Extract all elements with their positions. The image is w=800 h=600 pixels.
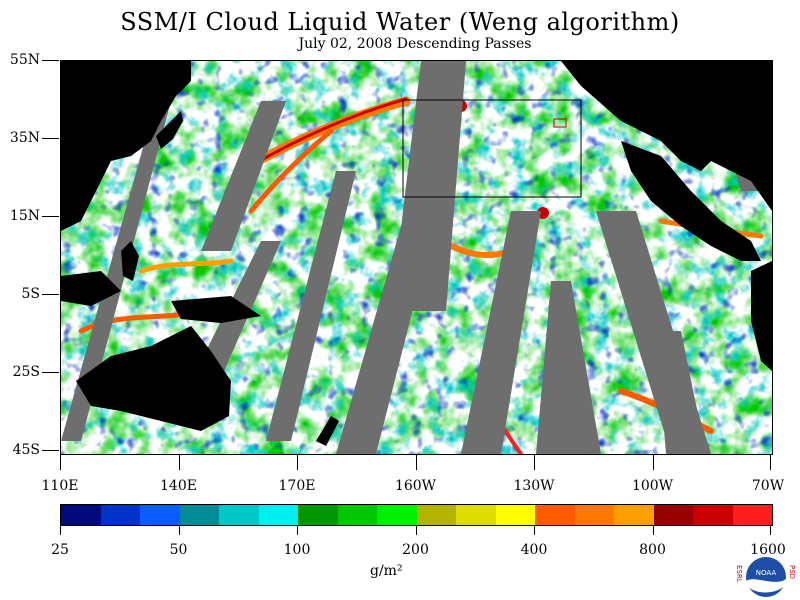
latitude-label: 35N (9, 130, 40, 146)
colorbar-swatch (258, 505, 298, 525)
latitude-label: 15N (9, 208, 40, 224)
colorbar-tick (415, 525, 417, 535)
colorbar-tick (652, 525, 654, 535)
latitude-label: 25S (12, 364, 40, 380)
colorbar-swatch (179, 505, 219, 525)
colorbar-swatch (693, 505, 733, 525)
longitude-label: 110E (41, 478, 79, 494)
colorbar-label: 25 (51, 542, 69, 558)
longitude-tick (297, 454, 298, 470)
logo-right-text: PSD (788, 565, 796, 579)
units-label: g/m² (370, 563, 403, 579)
colorbar-label: 50 (169, 542, 188, 558)
latitude-label: 5S (21, 286, 41, 302)
latitude-label: 45S (12, 442, 40, 458)
colorbar-tick (770, 525, 771, 535)
colorbar-swatch (614, 505, 654, 525)
colorbar-tick (178, 525, 180, 535)
longitude-label: 160W (394, 478, 437, 494)
colorbar-tick (60, 525, 61, 535)
longitude-tick (534, 454, 535, 470)
colorbar-tick (534, 525, 535, 535)
map-canvas (61, 61, 772, 454)
colorbar-swatch (377, 505, 417, 525)
longitude-label: 140E (160, 478, 197, 494)
region-box-small (553, 118, 567, 128)
colorbar-swatch (298, 505, 338, 525)
region-box (402, 99, 582, 198)
colorbar-swatch (574, 505, 614, 525)
colorbar-tick (297, 525, 298, 535)
longitude-label: 70W (751, 478, 785, 494)
colorbar-swatch (732, 505, 772, 525)
colorbar-swatch (535, 505, 575, 525)
missing-swaths (61, 61, 761, 454)
colorbar (60, 504, 773, 526)
colorbar-swatch (61, 505, 101, 525)
logo-center-text: NOAA (756, 569, 777, 577)
latitude-label: 55N (9, 52, 40, 68)
latitude-tick (42, 216, 59, 217)
colorbar-label: 1600 (750, 542, 786, 558)
longitude-tick (178, 454, 180, 470)
colorbar-swatch (100, 505, 140, 525)
latitude-tick (42, 60, 59, 61)
colorbar-swatch (416, 505, 456, 525)
longitude-tick (60, 454, 61, 470)
logo-left-text: ESRL (735, 565, 743, 583)
map-subtitle: July 02, 2008 Descending Passes (298, 36, 532, 52)
latitude-tick (42, 450, 59, 451)
longitude-tick (652, 454, 654, 470)
map-title: SSM/I Cloud Liquid Water (Weng algorithm… (120, 8, 680, 36)
colorbar-swatch (495, 505, 535, 525)
latitude-tick (42, 372, 59, 373)
longitude-tick (770, 454, 771, 470)
colorbar-label: 200 (402, 542, 429, 558)
longitude-label: 100W (631, 478, 674, 494)
colorbar-label: 800 (639, 542, 666, 558)
longitude-tick (415, 454, 417, 470)
map-panel (60, 60, 773, 455)
latitude-tick (42, 138, 59, 139)
colorbar-swatch (140, 505, 180, 525)
longitude-label: 130W (513, 478, 555, 494)
land-masses (61, 61, 772, 446)
colorbar-label: 400 (520, 542, 548, 558)
noaa-logo: NOAA ESRL PSD (735, 557, 796, 597)
latitude-tick (42, 294, 59, 295)
colorbar-swatch (456, 505, 496, 525)
colorbar-swatch (653, 505, 693, 525)
colorbar-swatch (337, 505, 377, 525)
longitude-label: 170E (278, 478, 316, 494)
colorbar-label: 100 (283, 542, 311, 558)
colorbar-swatch (219, 505, 259, 525)
